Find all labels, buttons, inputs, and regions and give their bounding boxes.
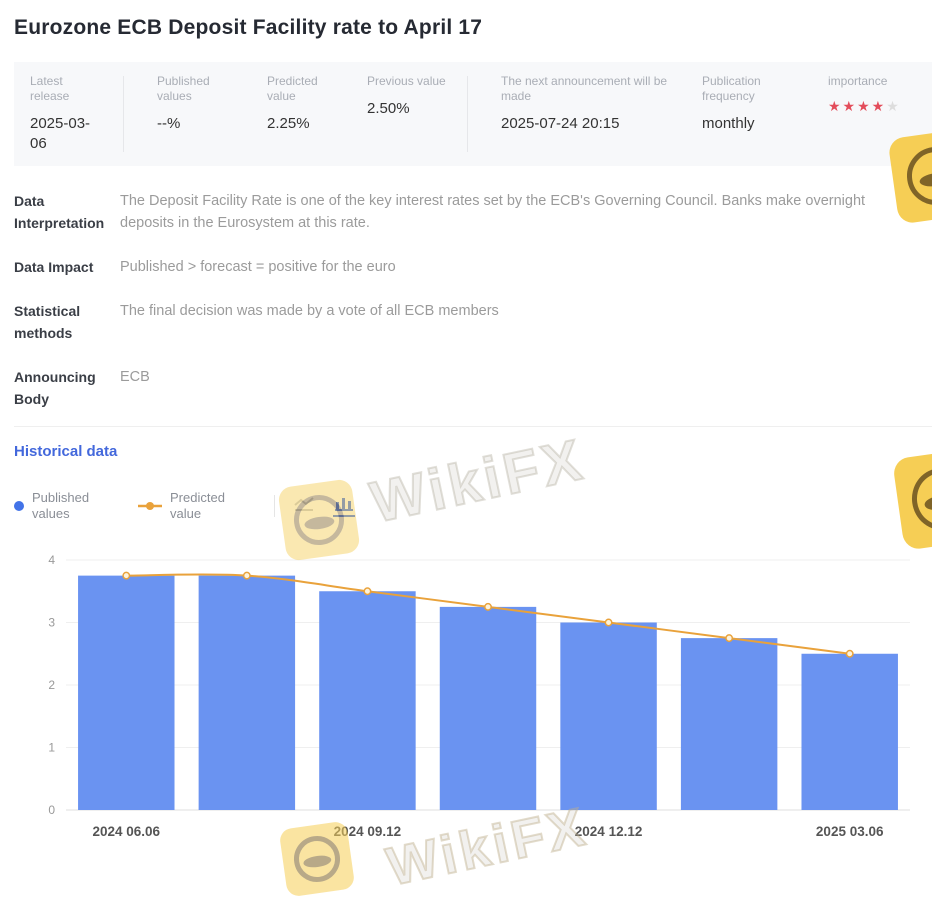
- section-statistical-methods: Statistical methods The final decision w…: [14, 300, 932, 344]
- info-publication-frequency: Publication frequency monthly: [702, 74, 792, 134]
- info-publication-frequency-value: monthly: [702, 115, 755, 132]
- predicted-point[interactable]: [845, 649, 854, 658]
- predicted-point[interactable]: [484, 602, 492, 611]
- page-title: Eurozone ECB Deposit Facility rate to Ap…: [14, 16, 483, 39]
- x-axis-label: 2024 06.06: [92, 824, 160, 839]
- info-published-values-label: Published values: [157, 74, 210, 103]
- section-value: ECB: [120, 369, 150, 385]
- published-bar[interactable]: [801, 653, 898, 810]
- predicted-value-line-icon: [138, 502, 162, 510]
- section-label: Data Interpretation: [14, 193, 105, 231]
- info-latest-release-label: Latest release: [30, 74, 70, 103]
- predicted-point[interactable]: [604, 618, 613, 627]
- info-previous-value: Previous value 2.50%: [367, 74, 447, 119]
- info-next-announcement-label: The next announcement will be made: [501, 74, 668, 103]
- line-chart-icon: [294, 496, 314, 511]
- info-next-announcement-value: 2025-07-24 20:15: [501, 115, 620, 132]
- predicted-point[interactable]: [363, 587, 372, 596]
- historical-chart-area: 0 1 2 3 4 2024 06.06 2024 09.12 2024 12.12 2025 …: [0, 545, 932, 845]
- section-label: Announcing Body: [14, 369, 96, 407]
- indicator-summary-bar: Latest release 2025-03-06 Published valu…: [14, 62, 932, 166]
- indicator-details: Data Interpretation The Deposit Facility…: [14, 190, 932, 410]
- historical-data-heading: Historical data: [14, 443, 118, 460]
- published-values-dot-icon: [14, 501, 24, 511]
- section-value: Published > forecast = positive for the …: [120, 259, 396, 275]
- section-data-interpretation: Data Interpretation The Deposit Facility…: [14, 190, 932, 234]
- published-bar[interactable]: [560, 622, 657, 811]
- x-axis-label: 2025 03.06: [816, 824, 884, 839]
- info-published-values-value: --%: [157, 115, 181, 132]
- legend-item-published-values[interactable]: Published values: [14, 490, 96, 522]
- info-predicted-value-value: 2.25%: [267, 115, 310, 132]
- published-bar[interactable]: [439, 606, 537, 810]
- svg-text:4: 4: [48, 553, 55, 567]
- published-bar[interactable]: [78, 575, 175, 810]
- predicted-point[interactable]: [242, 571, 251, 580]
- info-predicted-value: Predicted value 2.25%: [267, 74, 347, 134]
- predicted-point[interactable]: [725, 634, 734, 643]
- info-publication-frequency-label: Publication frequency: [702, 74, 761, 103]
- bar-chart-toggle-button[interactable]: [333, 496, 355, 517]
- info-importance-label: importance: [828, 74, 888, 88]
- section-data-impact: Data Impact Published > forecast = posit…: [14, 256, 932, 278]
- divider: [123, 76, 124, 152]
- info-importance: importance ★★★★★: [828, 74, 924, 115]
- chart-legend: Published values Predicted value: [14, 489, 932, 523]
- legend-label: Predicted value: [170, 490, 225, 521]
- info-published-values: Published values --%: [157, 74, 243, 134]
- inactive-indicator: [293, 515, 315, 517]
- divider: [14, 426, 932, 427]
- svg-text:0: 0: [48, 803, 55, 817]
- historical-chart: 0 1 2 3 4 2024 06.06 2024 09.12 2024 12.12 2025 …: [48, 553, 910, 839]
- info-latest-release-value: 2025-03-06: [30, 115, 91, 152]
- info-previous-value-value: 2.50%: [367, 100, 410, 117]
- svg-text:1: 1: [48, 741, 55, 755]
- published-bar[interactable]: [680, 638, 778, 810]
- info-latest-release: Latest release 2025-03-06: [30, 74, 100, 154]
- section-value: The Deposit Facility Rate is one of the …: [120, 193, 866, 231]
- x-axis-label: 2024 09.12: [334, 824, 402, 839]
- svg-text:3: 3: [48, 616, 55, 630]
- importance-stars-filled: ★★★★: [828, 98, 887, 114]
- line-chart-toggle-button[interactable]: [293, 496, 315, 517]
- bar-chart-icon: [335, 497, 353, 511]
- published-bar[interactable]: [319, 591, 416, 810]
- section-label: Data Impact: [14, 259, 94, 275]
- x-axis-label: 2024 12.12: [575, 824, 643, 839]
- legend-label: Published values: [32, 490, 90, 521]
- info-predicted-value-label: Predicted value: [267, 74, 318, 103]
- section-announcing-body: Announcing Body ECB: [14, 366, 932, 410]
- section-value: The final decision was made by a vote of…: [120, 303, 499, 319]
- info-next-announcement: The next announcement will be made 2025-…: [501, 74, 681, 134]
- legend-item-predicted-value[interactable]: Predicted value: [138, 490, 234, 522]
- info-previous-value-label: Previous value: [367, 74, 446, 88]
- divider: [274, 495, 275, 517]
- importance-stars: ★★★★★: [828, 98, 924, 115]
- importance-stars-empty: ★: [886, 98, 901, 114]
- svg-text:2: 2: [48, 678, 55, 692]
- section-label: Statistical methods: [14, 303, 81, 341]
- predicted-point[interactable]: [122, 571, 131, 580]
- published-bar[interactable]: [198, 575, 296, 810]
- divider: [467, 76, 468, 152]
- active-indicator: [333, 514, 355, 517]
